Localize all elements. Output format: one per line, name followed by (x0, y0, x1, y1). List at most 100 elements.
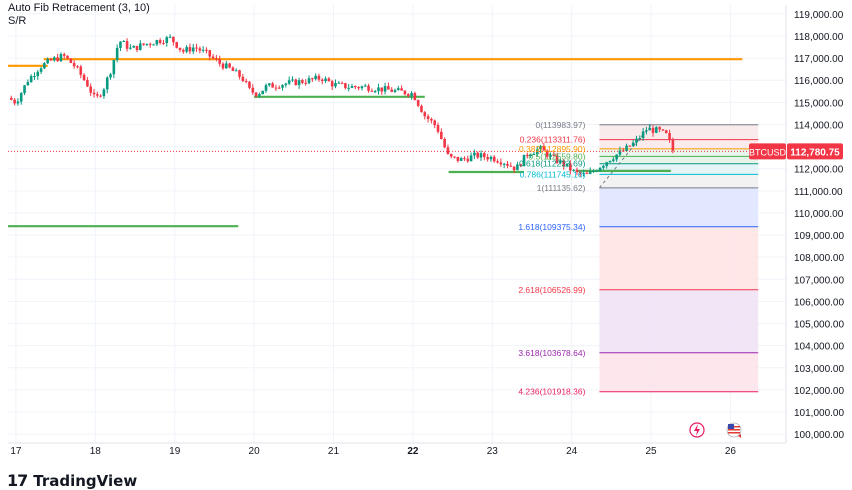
event-icons (689, 422, 742, 438)
candle-body (86, 80, 89, 87)
candle-body (311, 78, 314, 80)
candle-body (509, 165, 513, 167)
candle-body (264, 85, 268, 91)
candle-body (195, 47, 198, 49)
candle-body (526, 154, 529, 157)
fib-retracement-zones (599, 124, 759, 393)
candle-body (301, 80, 304, 83)
tradingview-logo: 17 TradingView (7, 471, 137, 490)
candle-body (46, 59, 49, 64)
candle-body (539, 146, 542, 150)
us-flag-icon[interactable] (726, 422, 742, 438)
candle-body (79, 66, 83, 75)
x-tick-label: 20 (249, 446, 261, 457)
candle-body (436, 125, 440, 132)
candle-body (215, 58, 218, 60)
y-tick-label: 103,000.00 (794, 364, 844, 375)
candle-body (115, 47, 119, 60)
candle-body (201, 49, 205, 51)
candle-body (664, 130, 668, 134)
candle-body (66, 55, 69, 59)
candle-body (476, 152, 480, 158)
sr-indicator-title[interactable]: S/R (8, 15, 27, 27)
candle-body (635, 138, 638, 143)
candle-body (162, 42, 165, 44)
candle-body (33, 76, 36, 78)
candle-body (49, 59, 53, 61)
candle-body (387, 86, 390, 90)
candle-body (23, 85, 26, 94)
fib-zone (599, 352, 759, 392)
candle-body (72, 62, 76, 67)
candle-body (13, 99, 16, 104)
candle-body (158, 40, 162, 43)
candle-body (89, 86, 92, 93)
candle-body (271, 83, 274, 88)
candle-body (612, 159, 615, 161)
candle-body (320, 79, 324, 82)
candle-body (631, 142, 635, 147)
candle-body (502, 163, 506, 165)
candle-body (373, 91, 377, 93)
candle-body (231, 67, 235, 71)
candle-body (545, 150, 549, 157)
y-tick-label: 107,000.00 (794, 275, 844, 286)
fib-level-label: 0.786(111745.16) (520, 169, 586, 179)
candle-body (258, 94, 261, 96)
candle-body (191, 47, 195, 52)
candle-body (152, 44, 155, 46)
candle-body (59, 54, 63, 62)
candle-body (274, 87, 278, 89)
candle-body (119, 41, 122, 48)
support-resistance-lines (8, 58, 743, 228)
candle-body (337, 82, 341, 84)
candle-body (307, 78, 311, 84)
candle-body (363, 85, 367, 87)
lightning-icon[interactable] (689, 422, 705, 438)
candle-body (645, 130, 648, 132)
candle-body (344, 83, 347, 89)
candle-body (661, 129, 665, 131)
symbol-tag-label: BTCUSD (749, 147, 787, 157)
x-tick-label: 24 (566, 446, 578, 457)
candle-body (443, 138, 446, 148)
candle-body (575, 169, 579, 172)
candle-body (251, 87, 255, 93)
candle-body (53, 57, 56, 61)
candle-body (221, 63, 225, 69)
candle-body (459, 158, 463, 161)
x-tick-label: 22 (407, 446, 419, 457)
candle-body (96, 94, 99, 96)
fib-level-label: 0.5(112559.80) (528, 151, 585, 161)
y-tick-label: 119,000.00 (794, 10, 844, 21)
candle-body (397, 88, 400, 91)
candle-body (248, 81, 251, 88)
candle-body (261, 90, 265, 95)
candle-body (383, 86, 387, 92)
candle-body (36, 71, 40, 77)
candle-body (129, 47, 132, 49)
candle-body (423, 112, 427, 117)
symbol-tag-bg (749, 143, 786, 160)
last-price-tag-bg (787, 143, 843, 160)
candle-body (330, 81, 334, 87)
candle-body (218, 59, 222, 64)
fib-level-label: 0.382(112895.90) (519, 144, 586, 154)
candle-body (287, 80, 291, 84)
candle-body (552, 154, 556, 156)
candle-body (648, 127, 652, 131)
candle-body (519, 164, 523, 167)
candle-body (430, 118, 433, 121)
candle-body (529, 154, 532, 157)
candle-body (588, 171, 592, 174)
candle-body (578, 171, 582, 174)
candle-body (225, 63, 228, 69)
candle-body (105, 77, 109, 90)
candle-body (142, 43, 145, 45)
y-tick-label: 104,000.00 (794, 342, 844, 353)
candle-body (360, 86, 364, 89)
candle-body (205, 49, 208, 51)
fib-indicator-title[interactable]: Auto Fib Retracement (3, 10) (8, 2, 150, 14)
